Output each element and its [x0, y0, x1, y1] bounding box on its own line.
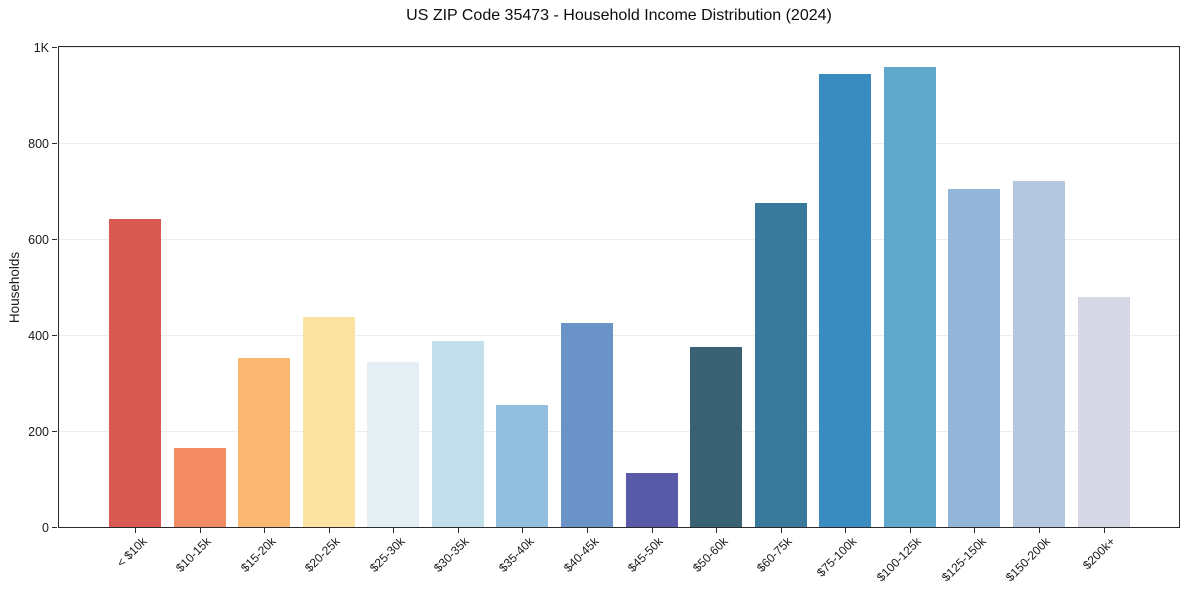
x-tick-mark [199, 528, 201, 533]
y-tick-mark [52, 143, 57, 145]
bar [819, 73, 872, 527]
x-tick-label: $100-125k [874, 534, 925, 585]
chart-title: US ZIP Code 35473 - Household Income Dis… [406, 7, 832, 24]
bar [302, 316, 355, 527]
x-tick-label: $20-25k [302, 534, 343, 575]
bar [1012, 180, 1065, 527]
bar [367, 362, 420, 527]
bar [625, 473, 678, 527]
y-tick-label: 1K [33, 41, 49, 56]
bar [496, 404, 549, 527]
bar [431, 341, 484, 527]
x-tick-label: $75-100k [814, 534, 860, 580]
x-tick-mark [780, 528, 782, 533]
bar [754, 203, 807, 527]
x-tick-label: < $10k [113, 534, 150, 570]
y-tick-label: 0 [42, 521, 49, 535]
x-tick-mark [974, 528, 976, 533]
y-axis-title: Households [7, 251, 23, 323]
x-tick-label: $35-40k [496, 534, 537, 575]
bar [109, 218, 161, 527]
gridline [59, 47, 1179, 49]
x-tick-mark [586, 528, 588, 533]
x-tick-label: $30-35k [431, 534, 473, 575]
x-tick-label: $125-150k [938, 534, 989, 585]
bar [1077, 296, 1130, 527]
x-tick-mark [909, 528, 911, 533]
x-tick-label: $60-75k [754, 534, 795, 575]
y-tick-mark [52, 527, 57, 528]
x-tick-label: $45-50k [625, 534, 666, 575]
y-tick-mark [52, 335, 57, 337]
gridline [59, 431, 1179, 433]
y-tick-mark [52, 431, 57, 433]
x-tick-mark [1038, 528, 1040, 533]
y-axis-title-box: Households [0, 46, 30, 528]
x-tick-label: $40-45k [560, 534, 602, 575]
plot-area [58, 46, 1180, 528]
gridline [59, 239, 1179, 241]
bar [560, 322, 613, 527]
x-tick-label: $25-30k [366, 534, 408, 575]
bar [883, 66, 936, 527]
bar [238, 358, 291, 527]
x-tick-mark [522, 528, 524, 533]
x-tick-label: $200k+ [1079, 534, 1118, 573]
x-tick-mark [328, 528, 330, 533]
bar [690, 346, 743, 527]
bar [948, 189, 1001, 527]
y-tick-label: 800 [28, 137, 49, 152]
x-tick-label: $10-15k [173, 534, 214, 575]
y-tick-mark [52, 239, 57, 241]
y-tick-label: 400 [28, 329, 49, 344]
y-tick-mark [52, 47, 57, 49]
bar [173, 447, 226, 527]
gridline [59, 335, 1179, 337]
x-tick-mark [135, 528, 136, 533]
y-tick-label: 200 [28, 425, 49, 440]
x-tick-label: $50-60k [689, 534, 731, 575]
y-tick-label: 600 [28, 233, 49, 248]
x-tick-mark [716, 528, 718, 533]
x-tick-mark [1103, 528, 1105, 533]
x-tick-mark [845, 528, 847, 533]
x-tick-mark [393, 528, 395, 533]
x-tick-mark [264, 528, 266, 533]
x-tick-mark [457, 528, 459, 533]
x-tick-label: $150-200k [1003, 534, 1054, 585]
x-tick-mark [651, 528, 653, 533]
x-tick-label: $15-20k [237, 534, 279, 575]
gridline [59, 143, 1179, 145]
